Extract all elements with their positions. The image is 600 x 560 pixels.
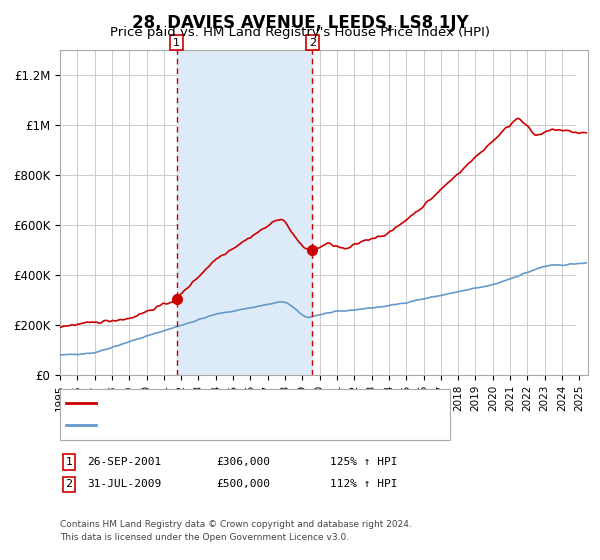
Text: 125% ↑ HPI: 125% ↑ HPI: [330, 457, 398, 467]
Text: 1: 1: [65, 457, 73, 467]
Text: £306,000: £306,000: [216, 457, 270, 467]
Text: Price paid vs. HM Land Registry's House Price Index (HPI): Price paid vs. HM Land Registry's House …: [110, 26, 490, 39]
Text: 28, DAVIES AVENUE, LEEDS, LS8 1JY (detached house): 28, DAVIES AVENUE, LEEDS, LS8 1JY (detac…: [102, 398, 404, 408]
Text: 26-SEP-2001: 26-SEP-2001: [87, 457, 161, 467]
Text: 28, DAVIES AVENUE, LEEDS, LS8 1JY: 28, DAVIES AVENUE, LEEDS, LS8 1JY: [131, 14, 469, 32]
Text: 2: 2: [65, 479, 73, 489]
Text: 2: 2: [309, 38, 316, 48]
Text: 112% ↑ HPI: 112% ↑ HPI: [330, 479, 398, 489]
Text: HPI: Average price, detached house, Leeds: HPI: Average price, detached house, Leed…: [102, 421, 341, 431]
Bar: [176, 50, 313, 375]
Text: 1: 1: [173, 38, 180, 48]
Text: £500,000: £500,000: [216, 479, 270, 489]
Text: Contains HM Land Registry data © Crown copyright and database right 2024.: Contains HM Land Registry data © Crown c…: [60, 520, 412, 529]
Bar: [576, 50, 588, 375]
Text: This data is licensed under the Open Government Licence v3.0.: This data is licensed under the Open Gov…: [60, 533, 349, 542]
Text: 31-JUL-2009: 31-JUL-2009: [87, 479, 161, 489]
